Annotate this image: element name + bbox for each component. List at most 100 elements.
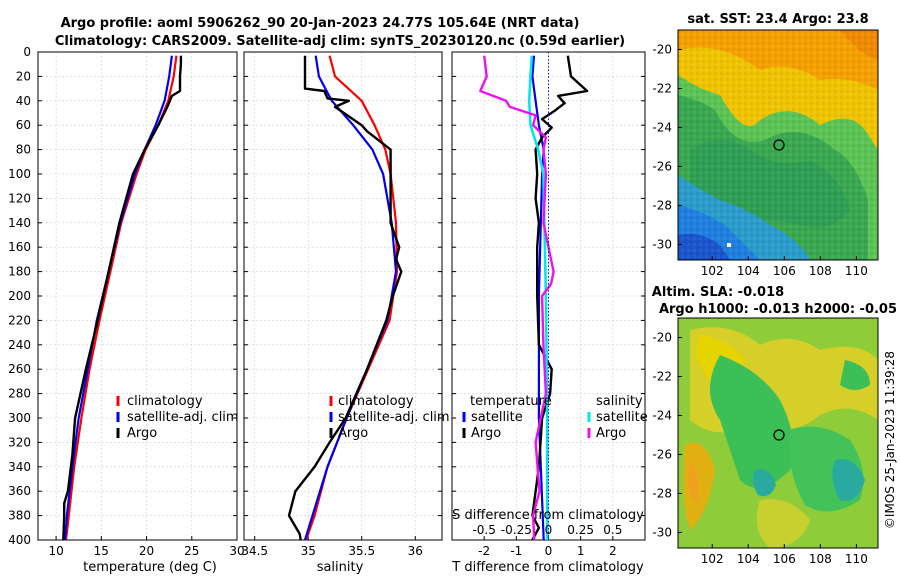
map-y-tick-label: -24 [652, 408, 672, 422]
sst-map-title: sat. SST: 23.4 Argo: 23.8 [687, 12, 868, 27]
x-tick-label: 1 [577, 544, 585, 558]
map-y-tick-label: -22 [652, 81, 672, 95]
map-x-tick-label: 102 [701, 552, 724, 566]
sla-map: Altim. SLA: -0.018 Argo h1000: -0.013 h2… [652, 285, 897, 566]
y-tick-label: 180 [8, 265, 31, 279]
legend-label-sal-argo: Argo [596, 426, 626, 441]
legend-label-satellite: satellite-adj. clim [338, 410, 450, 425]
y-tick-label: 0 [23, 45, 31, 59]
sla-map-title-line1: Altim. SLA: -0.018 [652, 285, 784, 300]
difference-xlabel: T difference from climatology [451, 560, 644, 575]
legend-label-climatology: climatology [338, 394, 414, 409]
map-x-tick-label: 106 [773, 552, 796, 566]
x-tick-label: 2 [609, 544, 617, 558]
x-tick-label: 35 [301, 544, 316, 558]
y-tick-label: 280 [8, 387, 31, 401]
series-line-argo [62, 55, 183, 541]
y-tick-label: 100 [8, 167, 31, 181]
temperature-panel: 10 15 20 25 30020406080100120140160180200220… [8, 45, 245, 558]
secondary-x-tick-label: 0 [545, 523, 553, 537]
legend-label-temp-satellite: satellite [471, 410, 523, 425]
salinity-xlabel: salinity [317, 560, 364, 575]
series-line-salinity-satellite [527, 55, 549, 540]
series-line-satellite-adj-clim [303, 55, 398, 541]
series-line-argo [287, 55, 403, 541]
axes-frame [37, 51, 238, 541]
legend-title-temperature: temperature [470, 394, 552, 409]
y-tick-label: 240 [8, 338, 31, 352]
y-tick-label: 340 [8, 460, 31, 474]
series-line-climatology [64, 55, 178, 541]
x-tick-label: 35.5 [348, 544, 375, 558]
y-tick-label: 380 [8, 509, 31, 523]
legend-label-temp-argo: Argo [471, 426, 501, 441]
x-tick-label: 0 [545, 544, 553, 558]
sla-map-title-line2: Argo h1000: -0.013 h2000: -0.05 [659, 302, 897, 317]
difference-panel: -2 -1 0 1 2 -0.5 -0.25 0 0.25 0.5 [451, 51, 646, 558]
map-y-tick-label: -22 [652, 369, 672, 383]
x-tick-label: 20 [139, 544, 154, 558]
y-tick-label: 260 [8, 362, 31, 376]
y-tick-label: 140 [8, 216, 31, 230]
temperature-legend: climatology satellite-adj. clim Argo [116, 394, 239, 441]
map-x-tick-label: 108 [809, 552, 832, 566]
y-tick-label: 220 [8, 313, 31, 327]
secondary-x-tick-label: 0.5 [603, 523, 622, 537]
imos-timestamp: ©IMOS 25-Jan-2023 11:39:28 [883, 351, 897, 529]
sst-map-frame [677, 29, 879, 261]
axes-frame [243, 51, 443, 541]
x-tick-label: 15 [94, 544, 109, 558]
map-y-tick-label: -20 [652, 330, 672, 344]
map-y-tick-label: -30 [652, 525, 672, 539]
legend-label-climatology: climatology [127, 394, 203, 409]
map-x-tick-label: 108 [809, 264, 832, 278]
legend-label-sal-satellite: satellite [596, 410, 648, 425]
y-tick-label: 160 [8, 240, 31, 254]
map-y-tick-label: -24 [652, 120, 672, 134]
sst-map: sat. SST: 23.4 Argo: 23.8 102 104 106 108 11… [652, 12, 879, 278]
sst-map-field [678, 30, 878, 260]
y-tick-label: 200 [8, 289, 31, 303]
series-line-salinity-argo [479, 55, 555, 541]
map-x-tick-label: 110 [845, 264, 868, 278]
sla-argo-position-marker [773, 429, 785, 441]
y-tick-label: 40 [16, 94, 31, 108]
map-x-tick-label: 102 [701, 264, 724, 278]
legend-label-argo: Argo [127, 426, 157, 441]
map-x-tick-label: 110 [845, 552, 868, 566]
sla-map-frame [677, 317, 879, 549]
map-y-tick-label: -26 [652, 159, 672, 173]
map-x-tick-label: 106 [773, 264, 796, 278]
map-y-tick-label: -28 [652, 198, 672, 212]
map-y-tick-label: -30 [652, 237, 672, 251]
temperature-xlabel: temperature (deg C) [83, 560, 217, 575]
x-tick-label: 25 [184, 544, 199, 558]
y-tick-label: 400 [8, 533, 31, 547]
map-x-tick-label: 104 [737, 552, 760, 566]
salinity-legend: climatology satellite-adj. clim Argo [329, 394, 450, 441]
difference-secondary-xlabel: S difference from climatology [452, 508, 644, 523]
y-tick-label: 80 [16, 143, 31, 157]
y-tick-label: 300 [8, 411, 31, 425]
x-tick-label: 36 [408, 544, 423, 558]
sst-argo-position-marker [773, 139, 785, 151]
figure-title-line1: Argo profile: aoml 5906262_90 20-Jan-202… [61, 16, 580, 31]
figure-title-line2: Climatology: CARS2009. Satellite-adj cli… [55, 34, 625, 49]
y-tick-label: 320 [8, 435, 31, 449]
x-tick-label: 34.5 [241, 544, 268, 558]
sla-map-field [678, 318, 878, 548]
map-x-tick-label: 104 [737, 264, 760, 278]
legend-label-satellite: satellite-adj. clim [127, 410, 239, 425]
secondary-x-tick-label: 0.25 [567, 523, 594, 537]
x-tick-label: 30 [229, 544, 244, 558]
y-tick-label: 360 [8, 484, 31, 498]
y-tick-label: 120 [8, 191, 31, 205]
secondary-x-tick-label: -0.25 [501, 523, 532, 537]
map-y-tick-label: -20 [652, 42, 672, 56]
legend-title-salinity: salinity [596, 394, 643, 409]
difference-legend: temperature satellite Argo salinity sate… [462, 394, 648, 441]
secondary-x-tick-label: -0.5 [472, 523, 495, 537]
legend-label-argo: Argo [338, 426, 368, 441]
map-y-tick-label: -28 [652, 486, 672, 500]
